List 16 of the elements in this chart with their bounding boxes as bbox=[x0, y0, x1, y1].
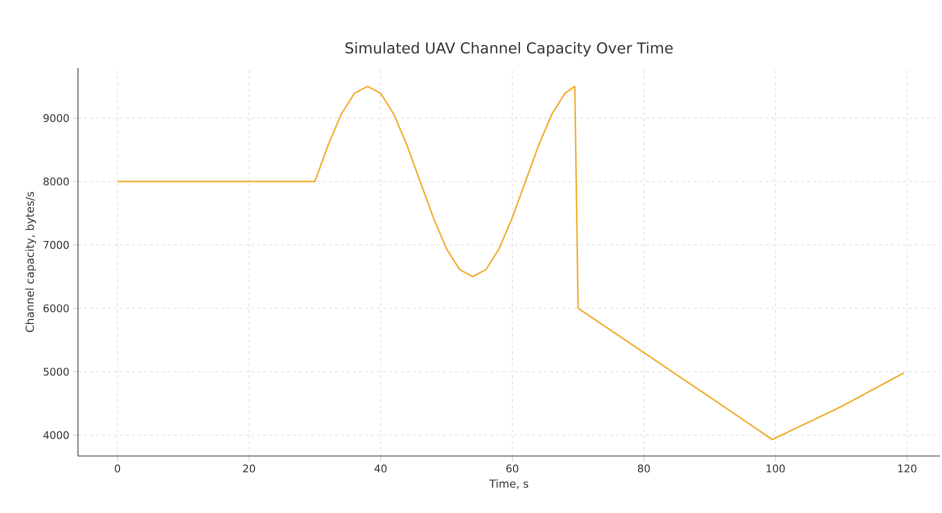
x-axis-title: Time, s bbox=[489, 479, 528, 489]
y-tick-label: 5000 bbox=[44, 368, 69, 376]
y-tick-label: 6000 bbox=[44, 304, 69, 312]
x-tick-label: 100 bbox=[766, 464, 785, 472]
y-axis-title: Channel capacity, bytes/s bbox=[25, 192, 36, 332]
x-tick-label: 80 bbox=[638, 464, 650, 472]
x-tick-label: 120 bbox=[898, 464, 916, 472]
x-tick-label: 60 bbox=[506, 464, 518, 472]
y-tick-label: 7000 bbox=[44, 240, 69, 249]
x-tick-label: 20 bbox=[243, 464, 256, 472]
x-tick-label: 40 bbox=[374, 464, 387, 472]
x-tick-label: 0 bbox=[114, 464, 120, 472]
y-tick-label: 8000 bbox=[44, 178, 69, 186]
y-tick-label: 4000 bbox=[43, 431, 69, 440]
chart-title: Simulated UAV Channel Capacity Over Time bbox=[346, 42, 673, 56]
y-tick-label: 9000 bbox=[44, 114, 69, 122]
